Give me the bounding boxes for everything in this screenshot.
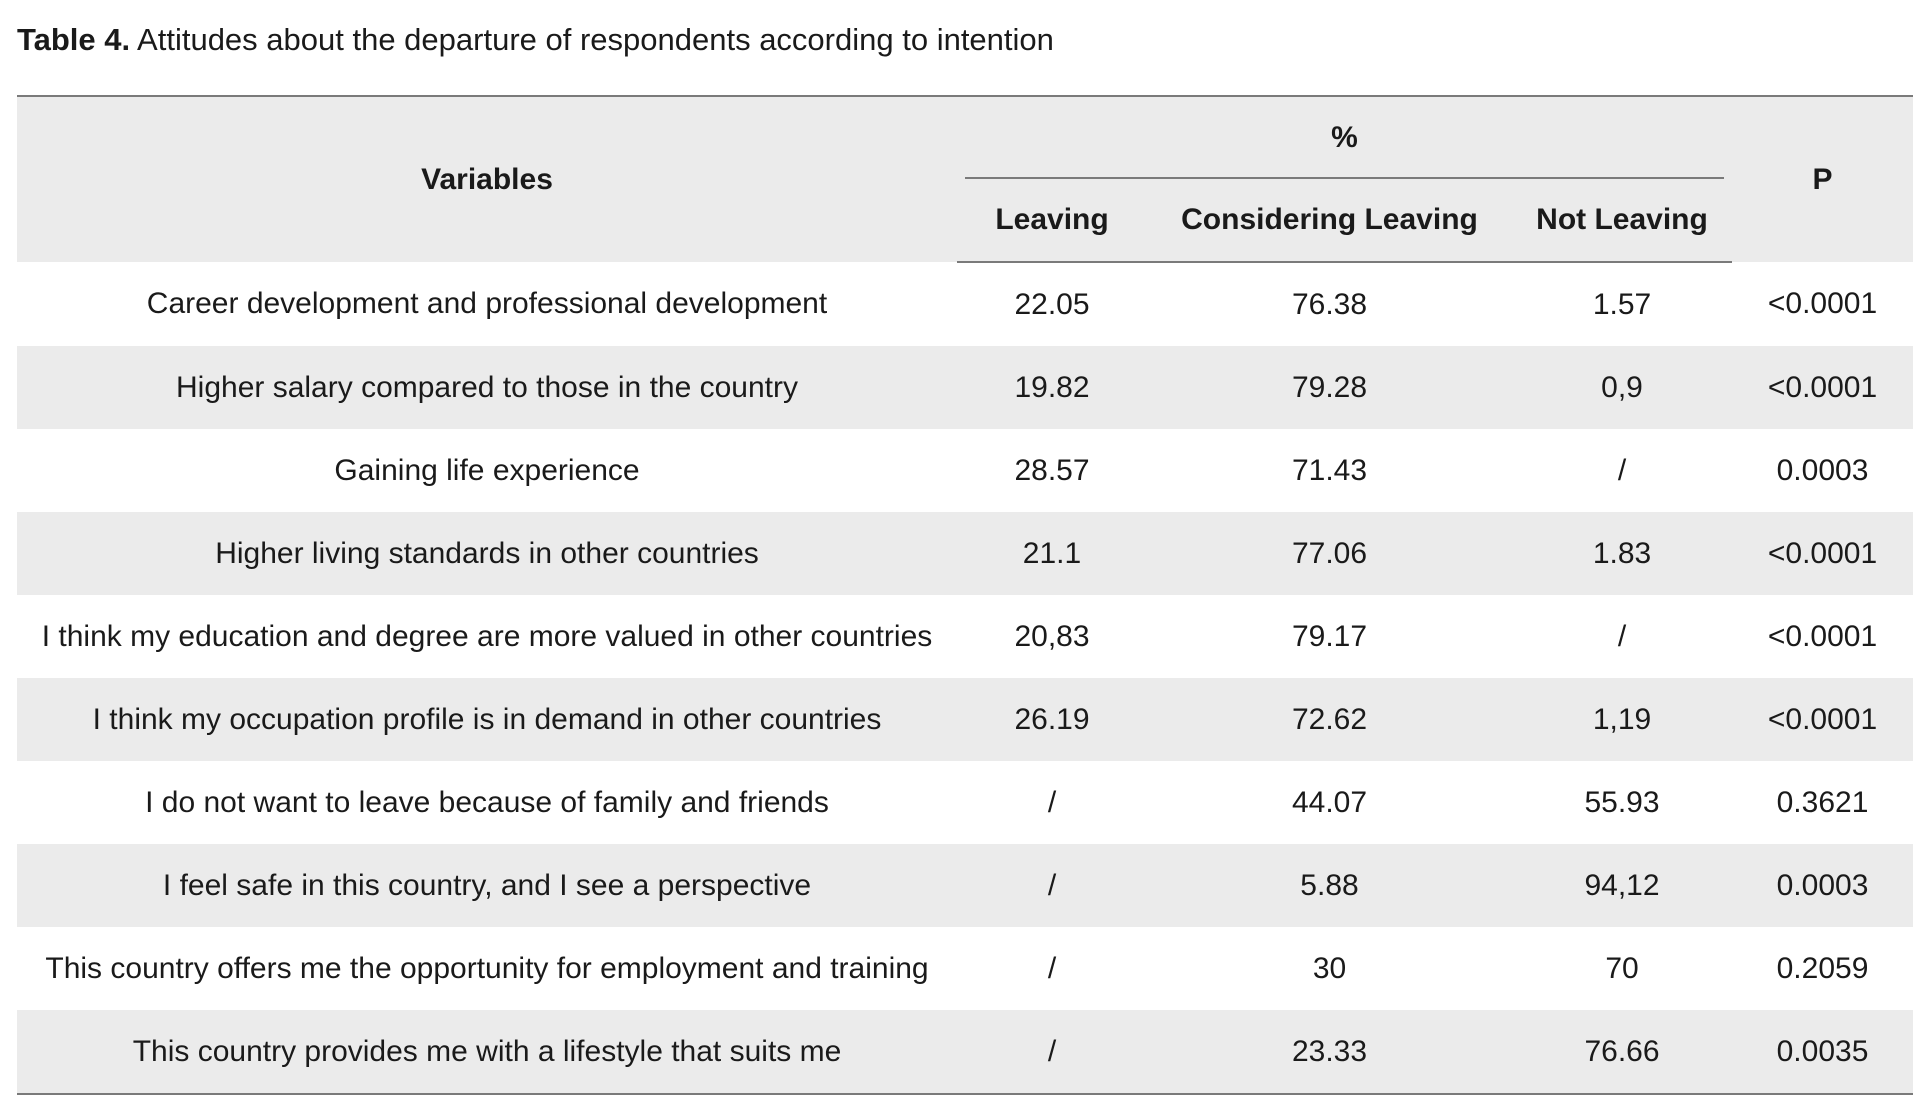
cell-p: <0.0001: [1767, 619, 1878, 653]
cell-leaving: 28.57: [1014, 453, 1090, 487]
cell-not-leaving: 1.83: [1512, 512, 1733, 595]
cell-variable: I think my occupation profile is in dema…: [17, 678, 957, 761]
data-table: Variables % P Leaving Considering Leavin…: [17, 95, 1914, 1095]
header-percent-label: %: [1331, 121, 1358, 154]
header-row-2: Leaving Considering Leaving Not Leaving: [17, 179, 1913, 263]
cell-p: 0.3621: [1776, 785, 1869, 819]
cell-considering: 79.17: [1291, 619, 1368, 653]
cell-considering: 44.07: [1291, 785, 1368, 819]
header-leaving: Leaving: [957, 179, 1147, 263]
cell-leaving: 19.82: [957, 346, 1147, 429]
cell-not-leaving: 1.57: [1592, 287, 1652, 321]
header-p: P: [1732, 95, 1914, 262]
table-row: This country offers me the opportunity f…: [17, 927, 1913, 1010]
table-row: Higher living standards in other countri…: [17, 512, 1914, 595]
cell-not-leaving: 76.66: [1512, 1010, 1733, 1095]
cell-p: 0.0003: [1776, 453, 1869, 487]
table-caption: Table 4. Attitudes about the departure o…: [17, 18, 1054, 62]
cell-considering: 79.28: [1147, 346, 1512, 429]
cell-variable: Higher living standards in other countri…: [17, 512, 957, 595]
cell-variable: I do not want to leave because of family…: [145, 785, 829, 819]
cell-leaving: 21.1: [957, 512, 1147, 595]
cell-p: <0.0001: [1732, 678, 1914, 761]
cell-variable: Gaining life experience: [334, 453, 640, 487]
cell-not-leaving: /: [1617, 453, 1627, 487]
cell-variable: This country offers me the opportunity f…: [45, 951, 929, 985]
cell-not-leaving: 70: [1605, 951, 1639, 985]
cell-considering: 76.38: [1291, 287, 1368, 321]
cell-not-leaving: 0,9: [1512, 346, 1733, 429]
table-row: I do not want to leave because of family…: [17, 761, 1913, 844]
cell-leaving: /: [957, 844, 1147, 927]
header-not-leaving: Not Leaving: [1512, 179, 1733, 263]
cell-p: <0.0001: [1767, 287, 1878, 320]
table-row: I feel safe in this country, and I see a…: [17, 844, 1914, 927]
cell-leaving: 22.05: [1014, 287, 1090, 321]
table-row: This country provides me with a lifestyl…: [17, 1010, 1914, 1095]
cell-p: <0.0001: [1732, 346, 1914, 429]
header-percent-group: %: [957, 95, 1733, 179]
header-variables: Variables: [17, 95, 957, 262]
cell-variable: I feel safe in this country, and I see a…: [17, 844, 957, 927]
cell-leaving: /: [1047, 785, 1057, 819]
cell-not-leaving: 1,19: [1512, 678, 1733, 761]
cell-p: 0.0035: [1732, 1010, 1914, 1095]
cell-not-leaving: 94,12: [1512, 844, 1733, 927]
cell-considering: 30: [1312, 951, 1347, 985]
cell-considering: 72.62: [1147, 678, 1512, 761]
header-percent-rule: [965, 177, 1725, 179]
cell-p: 0.2059: [1776, 951, 1869, 985]
cell-considering: 5.88: [1147, 844, 1512, 927]
table-row: I think my education and degree are more…: [17, 595, 1913, 678]
cell-leaving: 26.19: [957, 678, 1147, 761]
cell-leaving: 20,83: [1014, 619, 1090, 653]
cell-variable: This country provides me with a lifestyl…: [17, 1010, 957, 1095]
cell-not-leaving: /: [1617, 619, 1627, 653]
cell-considering: 23.33: [1147, 1010, 1512, 1095]
table-caption-label: Table 4.: [17, 22, 131, 57]
cell-p: 0.0003: [1732, 844, 1914, 927]
cell-variable: Career development and professional deve…: [146, 287, 828, 320]
table-row: Higher salary compared to those in the c…: [17, 346, 1914, 429]
table-header: Variables % P Leaving Considering Leavin…: [17, 95, 1914, 263]
table-body: Career development and professional deve…: [17, 262, 1914, 1095]
cell-not-leaving: 55.93: [1584, 785, 1660, 819]
cell-considering: 77.06: [1147, 512, 1512, 595]
cell-leaving: /: [1047, 951, 1057, 985]
table-row: I think my occupation profile is in dema…: [17, 678, 1914, 761]
header-considering-leaving: Considering Leaving: [1147, 179, 1512, 263]
table-row: Career development and professional deve…: [17, 262, 1913, 346]
cell-variable: Higher salary compared to those in the c…: [17, 346, 957, 429]
cell-p: <0.0001: [1732, 512, 1914, 595]
cell-considering: 71.43: [1291, 453, 1368, 487]
table-row: Gaining life experience 28.57 71.43 / 0.…: [17, 429, 1913, 512]
header-row-1: Variables % P: [17, 95, 1914, 262]
table-caption-text: Attitudes about the departure of respond…: [137, 22, 1054, 57]
cell-variable: I think my education and degree are more…: [41, 619, 933, 653]
cell-leaving: /: [957, 1010, 1147, 1095]
